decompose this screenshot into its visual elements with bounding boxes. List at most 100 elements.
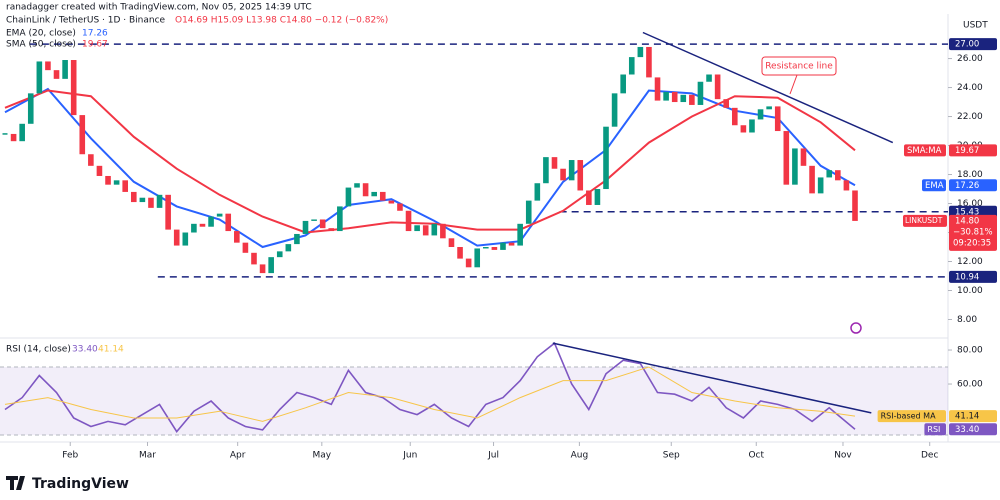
candle — [654, 77, 661, 101]
x-tick-label: Aug — [571, 451, 589, 461]
candle — [45, 61, 51, 71]
ma-axis-value: 17.26 — [955, 181, 979, 191]
candle — [422, 225, 429, 236]
y-tick-label: 10.00 — [957, 286, 983, 296]
candle — [10, 133, 17, 142]
legend-name: EMA (20, close) — [6, 29, 76, 39]
rsi-y-tick-label: 60.00 — [957, 380, 983, 390]
candle — [525, 200, 532, 224]
candle — [689, 94, 695, 105]
candle — [448, 238, 455, 248]
candle — [852, 190, 858, 221]
candle — [792, 148, 798, 185]
candle — [199, 223, 206, 227]
candle — [354, 183, 360, 188]
candle — [242, 242, 249, 253]
symbol-label: LINKUSDT — [905, 216, 943, 225]
candle — [165, 194, 171, 230]
candle — [543, 157, 549, 184]
candle — [774, 106, 781, 132]
ma-name-box — [904, 144, 946, 157]
rsi-y-tick-label: 80.00 — [957, 346, 983, 356]
candle — [328, 228, 335, 232]
legend-name: SMA (50, close) — [6, 40, 76, 50]
candle — [302, 220, 309, 234]
trendline — [642, 31, 894, 144]
candle — [397, 203, 403, 211]
candle — [500, 242, 506, 250]
candle — [474, 248, 481, 268]
level-label: 15.43 — [955, 207, 979, 217]
candle — [62, 60, 68, 79]
rsi-legend-value: 41.14 — [98, 345, 124, 355]
candle — [88, 154, 94, 166]
candle — [457, 247, 463, 259]
candle — [130, 191, 137, 203]
candle — [671, 91, 678, 103]
candle — [603, 126, 609, 190]
ma-axis-value: 19.67 — [955, 146, 979, 156]
level-label: 10.94 — [955, 272, 979, 282]
candle — [517, 223, 523, 246]
brand-logo — [6, 476, 25, 490]
candle — [491, 247, 498, 250]
candle — [414, 225, 420, 232]
candle — [234, 231, 240, 243]
candle — [611, 93, 618, 127]
candle — [122, 180, 129, 192]
candle — [216, 213, 223, 217]
rsi-axis-name: RSI-based MA — [881, 412, 936, 421]
candle — [465, 258, 472, 268]
candle — [173, 229, 180, 246]
candle — [826, 170, 833, 178]
candle — [345, 187, 352, 207]
rsi-legend-value: 33.40 — [72, 345, 98, 355]
candle — [225, 213, 232, 232]
candle — [182, 232, 189, 246]
candle — [191, 223, 197, 233]
candle — [440, 223, 446, 239]
level-label: 27.00 — [955, 40, 979, 50]
x-tick-label: Jul — [487, 451, 499, 461]
candle — [740, 125, 747, 133]
x-tick-label: Nov — [834, 451, 852, 461]
candle — [809, 165, 815, 194]
candle — [294, 233, 300, 245]
candle — [27, 93, 34, 124]
ohlc: O14.69 H15.09 L13.98 C14.80 −0.12 (−0.82… — [175, 16, 388, 26]
candle — [70, 60, 77, 116]
y-tick-label: 26.00 — [957, 54, 983, 64]
attribution: ranadagger created with TradingView.com,… — [6, 3, 312, 13]
candle — [208, 216, 214, 227]
x-tick-label: Apr — [230, 451, 246, 461]
rsi-value-box — [949, 423, 997, 436]
x-tick-label: Jun — [402, 451, 417, 461]
rsi-value-box — [949, 410, 997, 423]
candle — [817, 177, 824, 194]
candle — [431, 223, 438, 236]
candle — [36, 61, 43, 94]
rsi-axis-value: 33.40 — [955, 425, 979, 435]
candle — [646, 46, 652, 78]
y-unit: USDT — [963, 21, 988, 31]
symbol-box — [903, 214, 947, 227]
candle — [637, 46, 644, 58]
candle — [586, 190, 592, 205]
annotation-text: Resistance line — [765, 62, 833, 72]
ma-axis-name: EMA — [925, 181, 944, 191]
y-tick-label: 16.00 — [957, 199, 983, 209]
candle — [508, 242, 515, 246]
candle — [113, 180, 120, 185]
candle — [714, 74, 721, 100]
y-tick-label: 22.00 — [957, 112, 983, 122]
ma-line — [4, 87, 856, 249]
x-tick-label: Sep — [663, 451, 680, 461]
countdown: 09:20:35 — [953, 238, 991, 248]
candle — [783, 131, 790, 185]
candle — [628, 57, 635, 75]
candle — [568, 160, 575, 181]
candle — [96, 165, 103, 176]
candle — [285, 244, 292, 252]
candle — [379, 191, 386, 201]
